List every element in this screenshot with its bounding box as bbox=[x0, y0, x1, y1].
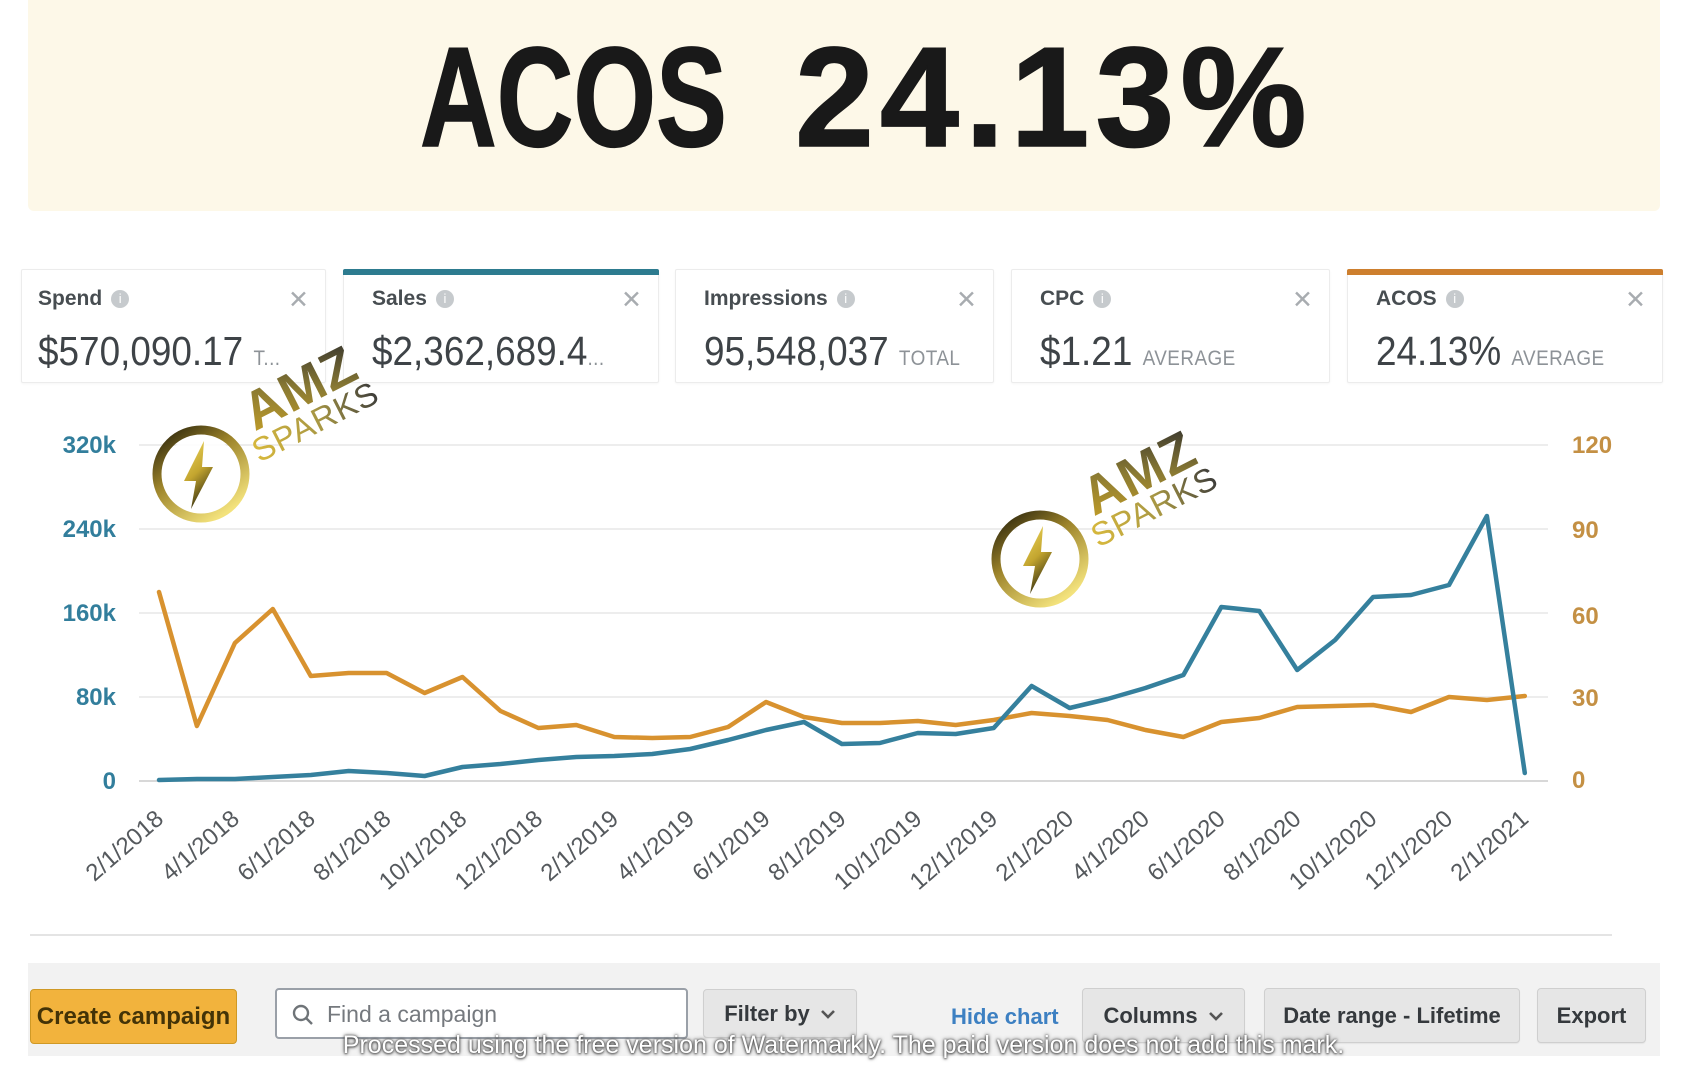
svg-text:30: 30 bbox=[1572, 685, 1599, 712]
svg-text:2/1/2019: 2/1/2019 bbox=[536, 805, 624, 887]
svg-text:2/1/2021: 2/1/2021 bbox=[1446, 805, 1534, 887]
svg-text:4/1/2019: 4/1/2019 bbox=[612, 805, 700, 887]
svg-text:160k: 160k bbox=[63, 600, 117, 627]
svg-text:6/1/2018: 6/1/2018 bbox=[232, 805, 320, 887]
svg-text:320k: 320k bbox=[63, 432, 117, 459]
svg-text:4/1/2018: 4/1/2018 bbox=[157, 805, 245, 887]
svg-text:0: 0 bbox=[1572, 767, 1585, 794]
svg-text:60: 60 bbox=[1572, 603, 1599, 630]
svg-text:6/1/2020: 6/1/2020 bbox=[1142, 805, 1230, 887]
svg-text:2/1/2018: 2/1/2018 bbox=[81, 805, 169, 887]
svg-text:4/1/2020: 4/1/2020 bbox=[1067, 805, 1155, 887]
svg-text:6/1/2019: 6/1/2019 bbox=[687, 805, 775, 887]
svg-text:90: 90 bbox=[1572, 517, 1599, 544]
svg-text:0: 0 bbox=[103, 768, 116, 795]
svg-text:80k: 80k bbox=[76, 684, 117, 711]
svg-text:2/1/2020: 2/1/2020 bbox=[991, 805, 1079, 887]
svg-text:240k: 240k bbox=[63, 516, 117, 543]
svg-text:120: 120 bbox=[1572, 432, 1612, 459]
